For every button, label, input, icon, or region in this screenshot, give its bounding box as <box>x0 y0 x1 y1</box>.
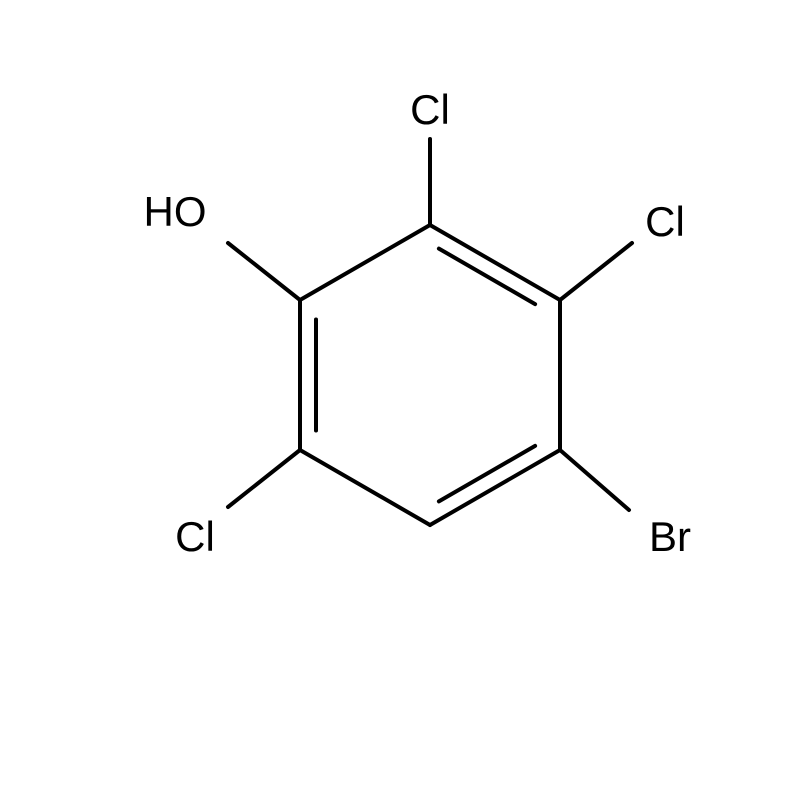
atom-label: Br <box>649 513 691 560</box>
atom-label: HO <box>144 188 207 235</box>
atom-label: Cl <box>175 513 215 560</box>
atom-label: Cl <box>410 86 450 133</box>
atom-label: Cl <box>645 198 685 245</box>
molecule-diagram: HO Cl Cl Br Cl <box>0 0 800 800</box>
